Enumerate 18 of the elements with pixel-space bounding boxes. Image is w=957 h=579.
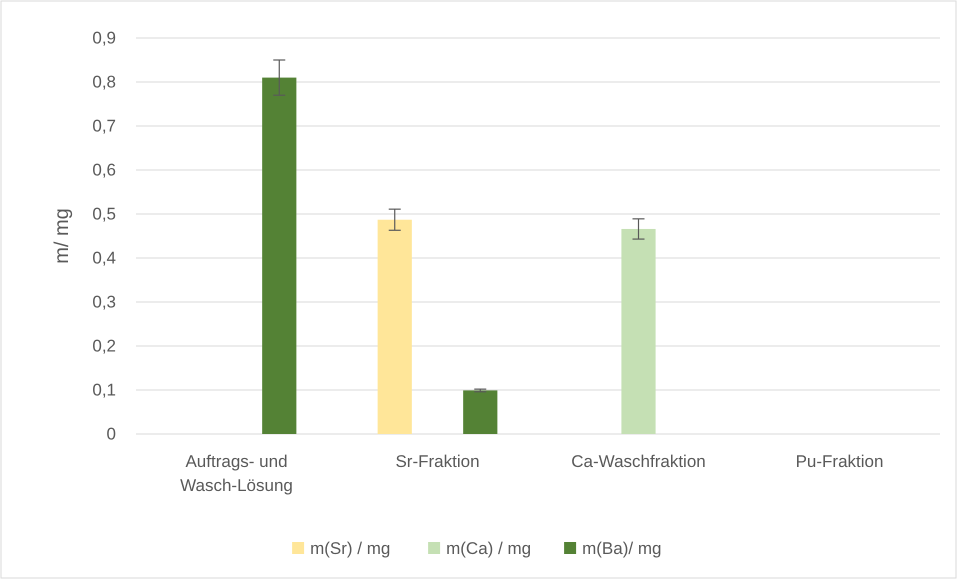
- y-tick-label: 0,2: [92, 336, 116, 356]
- legend-label: m(Ca) / mg: [446, 539, 532, 558]
- y-tick-label: 0,7: [92, 116, 116, 136]
- y-tick-label: 0,8: [92, 72, 116, 92]
- y-tick-label: 0,3: [92, 292, 116, 312]
- x-tick-label: Ca-Waschfraktion: [571, 452, 706, 471]
- y-tick-label: 0,1: [92, 380, 116, 400]
- y-tick-label: 0,9: [92, 28, 116, 48]
- x-tick-label: Auftrags- und Wasch-Lösung: [180, 452, 293, 495]
- legend-label: m(Sr) / mg: [310, 539, 390, 558]
- y-tick-label: 0,4: [92, 248, 116, 268]
- y-tick-label: 0: [106, 424, 116, 444]
- y-axis-title: m/ mg: [51, 208, 73, 264]
- x-tick-label: Sr-Fraktion: [395, 452, 480, 471]
- legend-label: m(Ba)/ mg: [582, 539, 662, 558]
- x-tick-label: Pu-Fraktion: [796, 452, 884, 471]
- y-tick-label: 0,5: [92, 204, 116, 224]
- y-tick-label: 0,6: [92, 160, 116, 180]
